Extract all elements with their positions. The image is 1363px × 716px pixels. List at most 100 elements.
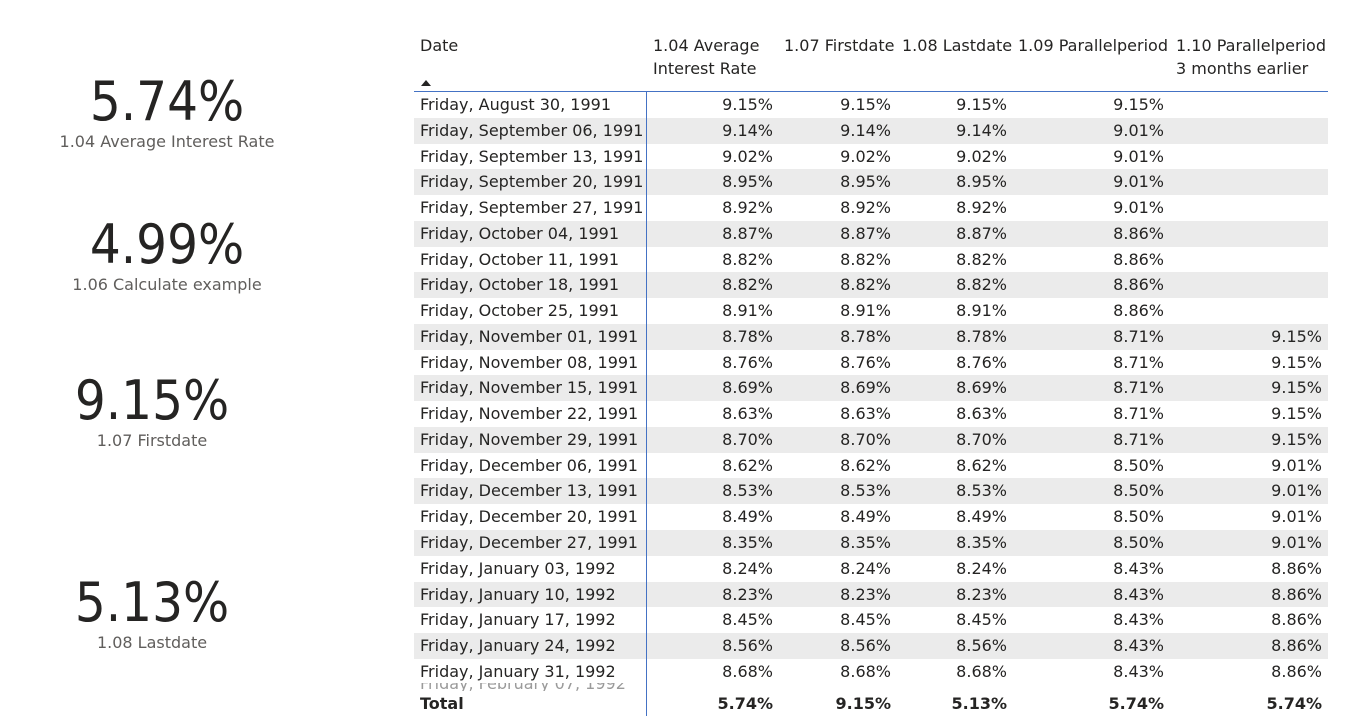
- interest-rate-table[interactable]: Date 1.04 Average Interest Rate 1.07 Fir…: [414, 30, 1328, 685]
- column-header-parallelperiod[interactable]: 1.09 Parallelperiod: [1018, 34, 1168, 57]
- cell-firstdate: 8.49%: [840, 507, 891, 527]
- cell-lastdate: 9.14%: [956, 120, 1007, 140]
- cell-average-interest-rate: 8.63%: [722, 404, 773, 424]
- column-header-date[interactable]: Date: [420, 34, 458, 57]
- table-row[interactable]: Friday, January 03, 1992 8.24% 8.24% 8.24% 8…: [414, 556, 1328, 582]
- cell-lastdate: 8.91%: [956, 301, 1007, 321]
- cell-lastdate: 9.02%: [956, 146, 1007, 166]
- cell-firstdate: 8.92%: [840, 198, 891, 218]
- cell-parallelperiod: 8.43%: [1113, 610, 1164, 630]
- cell-parallelperiod: 8.71%: [1113, 352, 1164, 372]
- table-row[interactable]: Friday, January 17, 1992 8.45% 8.45% 8.45% 8…: [414, 607, 1328, 633]
- cell-parallelperiod: 8.86%: [1113, 301, 1164, 321]
- cell-parallelperiod-3-months: 8.86%: [1271, 558, 1322, 578]
- sort-ascending-icon[interactable]: [421, 80, 431, 86]
- cell-date: Friday, December 27, 1991: [420, 533, 638, 553]
- kpi-card-firstdate[interactable]: 9.15% 1.07 Firstdate: [40, 371, 264, 451]
- table-row[interactable]: Friday, September 13, 1991 9.02% 9.02% 9.02…: [414, 144, 1328, 170]
- total-firstdate: 9.15%: [835, 694, 891, 713]
- table-row[interactable]: Friday, August 30, 1991 9.15% 9.15% 9.15% 9.…: [414, 92, 1328, 118]
- cell-firstdate: 8.23%: [840, 584, 891, 604]
- cell-parallelperiod-3-months: 9.01%: [1271, 455, 1322, 475]
- cell-date: Friday, October 25, 1991: [420, 301, 620, 321]
- cell-average-interest-rate: 8.62%: [722, 455, 773, 475]
- table-row[interactable]: Friday, September 27, 1991 8.92% 8.92% 8.92…: [414, 195, 1328, 221]
- cell-date: Friday, December 13, 1991: [420, 481, 638, 501]
- table-row[interactable]: Friday, November 22, 1991 8.63% 8.63% 8.63%…: [414, 401, 1328, 427]
- cell-parallelperiod: 9.01%: [1113, 172, 1164, 192]
- cell-parallelperiod: 9.01%: [1113, 146, 1164, 166]
- table-row[interactable]: Friday, October 25, 1991 8.91% 8.91% 8.91% 8…: [414, 298, 1328, 324]
- kpi-card-average-interest-rate[interactable]: 5.74% 1.04 Average Interest Rate: [55, 72, 279, 152]
- cell-date: Friday, January 31, 1992: [420, 661, 616, 681]
- table-row[interactable]: Friday, January 10, 1992 8.23% 8.23% 8.23% 8…: [414, 581, 1328, 608]
- cell-parallelperiod: 8.50%: [1113, 507, 1164, 527]
- cell-average-interest-rate: 8.78%: [722, 326, 773, 346]
- cell-parallelperiod: 8.71%: [1113, 429, 1164, 449]
- cell-parallelperiod-3-months: 9.15%: [1271, 404, 1322, 424]
- table-row[interactable]: Friday, November 15, 1991 8.69% 8.69% 8.69%…: [414, 375, 1328, 402]
- table-body[interactable]: Friday, August 30, 1991 9.15% 9.15% 9.15% 9.…: [414, 92, 1328, 685]
- table-row[interactable]: Friday, October 18, 1991 8.82% 8.82% 8.82% 8…: [414, 272, 1328, 299]
- table-row[interactable]: Friday, November 08, 1991 8.76% 8.76% 8.76%…: [414, 350, 1328, 376]
- cell-average-interest-rate: 8.68%: [722, 661, 773, 681]
- table-row[interactable]: Friday, December 13, 1991 8.53% 8.53% 8.53%…: [414, 478, 1328, 505]
- table-row[interactable]: Friday, October 04, 1991 8.87% 8.87% 8.87% 8…: [414, 220, 1328, 247]
- total-parallelperiod-3-months: 5.74%: [1266, 694, 1322, 713]
- table-row[interactable]: Friday, December 06, 1991 8.62% 8.62% 8.62%…: [414, 453, 1328, 479]
- cell-date: Friday, November 08, 1991: [420, 352, 639, 372]
- cell-parallelperiod: 8.50%: [1113, 533, 1164, 553]
- kpi-label: 1.04 Average Interest Rate: [59, 132, 275, 151]
- cell-firstdate: 9.14%: [840, 120, 891, 140]
- table-row[interactable]: Friday, January 24, 1992 8.56% 8.56% 8.56% 8…: [414, 633, 1328, 659]
- cell-date: Friday, January 24, 1992: [420, 636, 616, 656]
- cell-parallelperiod: 8.50%: [1113, 455, 1164, 475]
- cell-lastdate: 8.45%: [956, 610, 1007, 630]
- cell-date: Friday, December 06, 1991: [420, 455, 638, 475]
- table-row[interactable]: Friday, September 06, 1991 9.14% 9.14% 9.14…: [414, 117, 1328, 144]
- cell-lastdate: 8.53%: [956, 481, 1007, 501]
- table-row[interactable]: Friday, November 01, 1991 8.78% 8.78% 8.78%…: [414, 323, 1328, 350]
- table-row[interactable]: Friday, November 29, 1991 8.70% 8.70% 8.70%…: [414, 426, 1328, 453]
- cell-average-interest-rate: 8.49%: [722, 507, 773, 527]
- cell-date: Friday, November 15, 1991: [420, 378, 639, 398]
- cell-parallelperiod-3-months: 9.15%: [1271, 429, 1322, 449]
- table-row[interactable]: Friday, September 20, 1991 8.95% 8.95% 8.95…: [414, 169, 1328, 196]
- column-header-label: 1.08 Lastdate: [902, 36, 1013, 55]
- kpi-value: 4.99%: [89, 213, 245, 276]
- cell-firstdate: 8.78%: [840, 326, 891, 346]
- cell-lastdate: 8.56%: [956, 636, 1007, 656]
- total-parallelperiod: 5.74%: [1108, 694, 1164, 713]
- table-row[interactable]: Friday, October 11, 1991 8.82% 8.82% 8.82% 8…: [414, 247, 1328, 273]
- column-header-label: Date: [420, 36, 459, 55]
- cell-average-interest-rate: 9.02%: [722, 146, 773, 166]
- cell-date: Friday, January 17, 1992: [420, 610, 616, 630]
- cell-lastdate: 8.63%: [956, 404, 1007, 424]
- table-header: Date 1.04 Average Interest Rate 1.07 Fir…: [414, 30, 1328, 92]
- column-header-parallelperiod-3-months[interactable]: 1.10 Parallelperiod 3 months earlier: [1176, 34, 1326, 80]
- cell-parallelperiod: 8.71%: [1113, 404, 1164, 424]
- kpi-card-calculate-example[interactable]: 4.99% 1.06 Calculate example: [55, 215, 279, 295]
- column-header-firstdate[interactable]: 1.07 Firstdate: [784, 34, 894, 57]
- column-header-lastdate[interactable]: 1.08 Lastdate: [902, 34, 1012, 57]
- cell-parallelperiod-3-months: 9.15%: [1271, 352, 1322, 372]
- column-header-average-interest-rate[interactable]: 1.04 Average Interest Rate: [653, 34, 759, 80]
- cell-parallelperiod: 8.43%: [1113, 584, 1164, 604]
- column-header-label: 1.07 Firstdate: [784, 36, 895, 55]
- table-row[interactable]: Friday, December 27, 1991 8.35% 8.35% 8.35%…: [414, 530, 1328, 556]
- total-lastdate: 5.13%: [951, 694, 1007, 713]
- cell-firstdate: 9.15%: [840, 95, 891, 114]
- cell-parallelperiod: 9.01%: [1113, 120, 1164, 140]
- cell-average-interest-rate: 8.95%: [722, 172, 773, 192]
- table-row[interactable]: Friday, January 31, 1992 8.68% 8.68% 8.68% 8…: [414, 659, 1328, 685]
- table-row[interactable]: Friday, December 20, 1991 8.49% 8.49% 8.49%…: [414, 504, 1328, 530]
- column-header-label: 1.09 Parallelperiod: [1018, 36, 1168, 55]
- cell-average-interest-rate: 8.87%: [722, 223, 773, 243]
- cell-lastdate: 8.69%: [956, 378, 1007, 398]
- cell-lastdate: 8.49%: [956, 507, 1007, 527]
- cell-lastdate: 8.70%: [956, 429, 1007, 449]
- cell-date: Friday, January 03, 1992: [420, 558, 616, 578]
- column-header-label: Interest Rate: [653, 59, 757, 78]
- cell-firstdate: 8.68%: [840, 661, 891, 681]
- kpi-card-lastdate[interactable]: 5.13% 1.08 Lastdate: [40, 573, 264, 653]
